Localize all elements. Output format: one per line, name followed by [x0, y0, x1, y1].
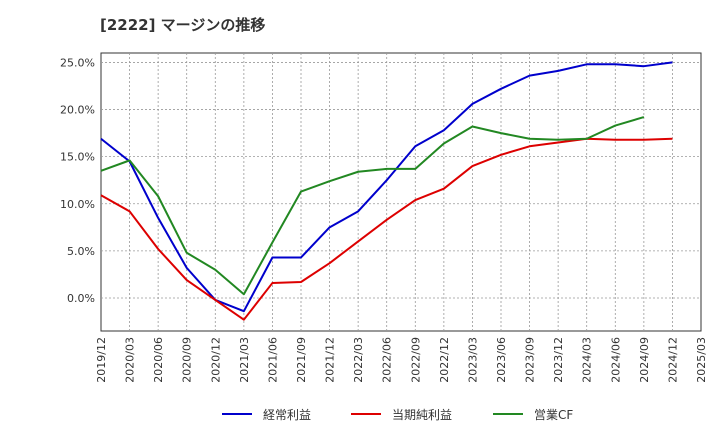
x-tick-label: 2021/09 — [295, 337, 308, 383]
y-tick-label: 25.0% — [60, 56, 95, 69]
y-tick-label: 15.0% — [60, 151, 95, 164]
x-tick-label: 2024/12 — [666, 337, 679, 383]
chart-title: [2222] マージンの推移 — [100, 16, 266, 34]
legend-label: 経常利益 — [263, 408, 311, 422]
x-tick-label: 2023/12 — [552, 337, 565, 383]
x-tick-label: 2023/03 — [466, 337, 479, 383]
x-tick-label: 2023/09 — [524, 337, 537, 383]
x-tick-label: 2025/03 — [695, 337, 708, 383]
x-tick-label: 2021/03 — [238, 337, 251, 383]
series-line-経常利益 — [100, 61, 673, 313]
plot-area — [100, 52, 702, 332]
x-tick-label: 2022/09 — [409, 337, 422, 383]
legend-label: 当期純利益 — [392, 408, 452, 422]
x-tick-label: 2024/06 — [609, 337, 622, 383]
x-tick-label: 2020/03 — [124, 337, 137, 383]
y-tick-label: 20.0% — [60, 104, 95, 117]
x-tick-label: 2020/09 — [181, 337, 194, 383]
y-tick-label: 5.0% — [67, 245, 95, 258]
x-tick-label: 2024/03 — [581, 337, 594, 383]
x-tick-label: 2023/06 — [495, 337, 508, 383]
x-tick-label: 2022/12 — [438, 337, 451, 383]
legend-label: 営業CF — [534, 408, 573, 422]
x-tick-label: 2021/06 — [266, 337, 279, 383]
x-tick-label: 2024/09 — [638, 337, 651, 383]
x-tick-label: 2020/06 — [152, 337, 165, 383]
y-tick-label: 0.0% — [67, 292, 95, 305]
y-tick-label: 10.0% — [60, 198, 95, 211]
x-tick-label: 2022/03 — [352, 337, 365, 383]
x-tick-label: 2019/12 — [95, 337, 108, 383]
x-tick-label: 2020/12 — [209, 337, 222, 383]
series-line-営業CF — [100, 116, 645, 296]
x-tick-label: 2021/12 — [324, 337, 337, 383]
x-tick-label: 2022/06 — [381, 337, 394, 383]
